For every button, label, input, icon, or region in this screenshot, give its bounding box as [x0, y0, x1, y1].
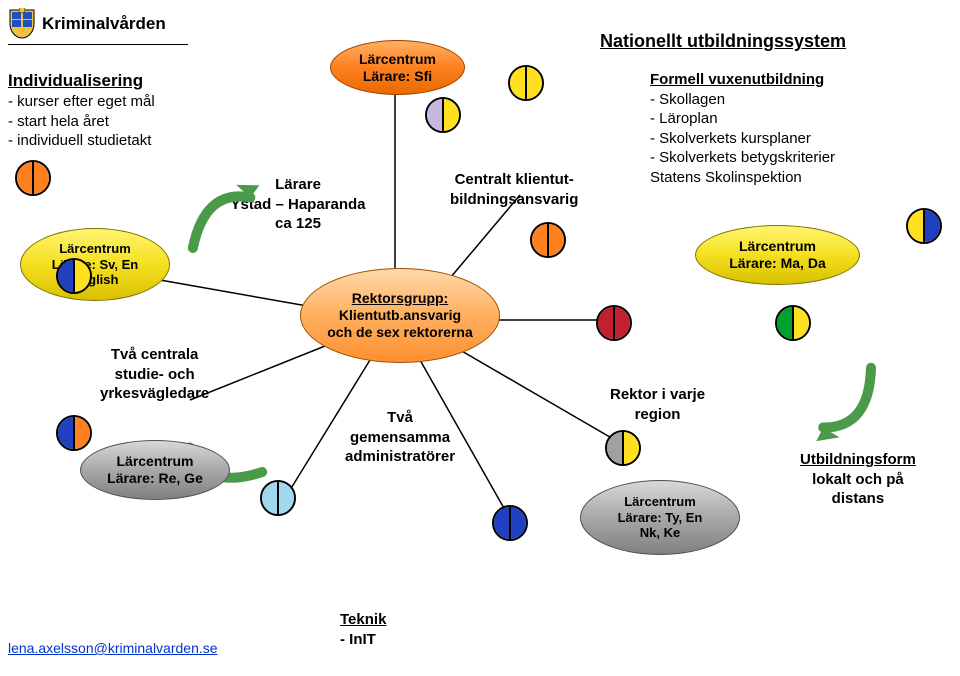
- utbildningsform: Utbildningsform lokalt och på distans: [800, 450, 916, 509]
- teknik-l1: Teknik: [340, 610, 386, 630]
- teknik-l2: - InIT: [340, 630, 386, 650]
- formell-item: - Skolverkets betygskriterier: [650, 148, 835, 168]
- rektor-l1: Rektor i varje: [610, 385, 705, 405]
- decorative-circle: [260, 480, 296, 516]
- formell-item: Statens Skolinspektion: [650, 168, 835, 188]
- teknik: Teknik - InIT: [340, 610, 386, 649]
- sven-l1: Lärcentrum: [59, 241, 131, 257]
- tvag-l2: gemensamma: [345, 428, 455, 448]
- header-national: Nationellt utbildningssystem: [600, 30, 846, 53]
- decorative-circle: [775, 305, 811, 341]
- ellipse-ty-en: Lärcentrum Lärare: Ty, En Nk, Ke: [580, 480, 740, 555]
- tyen-l1: Lärcentrum: [624, 494, 696, 510]
- decorative-circle: [492, 505, 528, 541]
- sfi-l2: Lärare: Sfi: [363, 68, 432, 85]
- rektor-l2: region: [610, 405, 705, 425]
- formell-title: Formell vuxenutbildning: [650, 70, 835, 90]
- logo-underline: [8, 44, 188, 45]
- decorative-circle: [906, 208, 942, 244]
- tva-centrala: Två centrala studie- och yrkesvägledare: [100, 345, 209, 404]
- logo: Kriminalvården: [8, 8, 166, 40]
- tyen-l3: Nk, Ke: [640, 525, 680, 541]
- shield-icon: [8, 8, 36, 40]
- ellipse-ma-da: Lärcentrum Lärare: Ma, Da: [695, 225, 860, 285]
- decorative-circle: [425, 97, 461, 133]
- decorative-circle: [605, 430, 641, 466]
- individualisering-line: - start hela året: [8, 112, 155, 132]
- logo-text: Kriminalvården: [42, 14, 166, 34]
- tvag-l3: administratörer: [345, 447, 455, 467]
- tvac-l3: yrkesvägledare: [100, 384, 209, 404]
- ubf-l1: Utbildningsform: [800, 450, 916, 470]
- klientut-l2: bildningsansvarig: [450, 190, 578, 210]
- decorative-circle: [15, 160, 51, 196]
- decorative-circle: [596, 305, 632, 341]
- individualisering-block: Individualisering - kurser efter eget må…: [8, 70, 155, 151]
- mada-l1: Lärcentrum: [739, 238, 816, 255]
- formell-block: Formell vuxenutbildning - Skollagen - Lä…: [650, 70, 835, 187]
- ubf-l2: lokalt och på: [800, 470, 916, 490]
- mada-l2: Lärare: Ma, Da: [729, 255, 825, 272]
- rektor-varje: Rektor i varje region: [610, 385, 705, 424]
- center-l2: Klientutb.ansvarig: [339, 307, 461, 324]
- rege-l1: Lärcentrum: [116, 453, 193, 470]
- sfi-l1: Lärcentrum: [359, 51, 436, 68]
- tvac-l2: studie- och: [100, 365, 209, 385]
- center-l1: Rektorsgrupp:: [352, 290, 448, 307]
- decorative-circle: [508, 65, 544, 101]
- klientut-l1: Centralt klientut-: [450, 170, 578, 190]
- klientut-block: Centralt klientut- bildningsansvarig: [450, 170, 578, 209]
- rege-l2: Lärare: Re, Ge: [107, 470, 203, 487]
- ellipse-sv-en: Lärcentrum Lärare: Sv, En English: [20, 228, 170, 301]
- ubf-l3: distans: [800, 489, 916, 509]
- tvag-l1: Två: [345, 408, 455, 428]
- tvac-l1: Två centrala: [100, 345, 209, 365]
- center-l3: och de sex rektorerna: [327, 324, 473, 341]
- tva-gemensamma: Två gemensamma administratörer: [345, 408, 455, 467]
- decorative-circle: [56, 258, 92, 294]
- decorative-circle: [530, 222, 566, 258]
- footer-email[interactable]: lena.axelsson@kriminalvarden.se: [8, 640, 218, 656]
- formell-item: - Läroplan: [650, 109, 835, 129]
- ellipse-sfi: Lärcentrum Lärare: Sfi: [330, 40, 465, 95]
- ellipse-center: Rektorsgrupp: Klientutb.ansvarig och de …: [300, 268, 500, 363]
- decorative-circle: [56, 415, 92, 451]
- individualisering-line: - individuell studietakt: [8, 131, 155, 151]
- individualisering-title: Individualisering: [8, 70, 155, 92]
- formell-item: - Skollagen: [650, 90, 835, 110]
- formell-item: - Skolverkets kursplaner: [650, 129, 835, 149]
- tyen-l2: Lärare: Ty, En: [618, 510, 703, 526]
- individualisering-line: - kurser efter eget mål: [8, 92, 155, 112]
- green-arrow-icon: [789, 346, 911, 464]
- ellipse-re-ge: Lärcentrum Lärare: Re, Ge: [80, 440, 230, 500]
